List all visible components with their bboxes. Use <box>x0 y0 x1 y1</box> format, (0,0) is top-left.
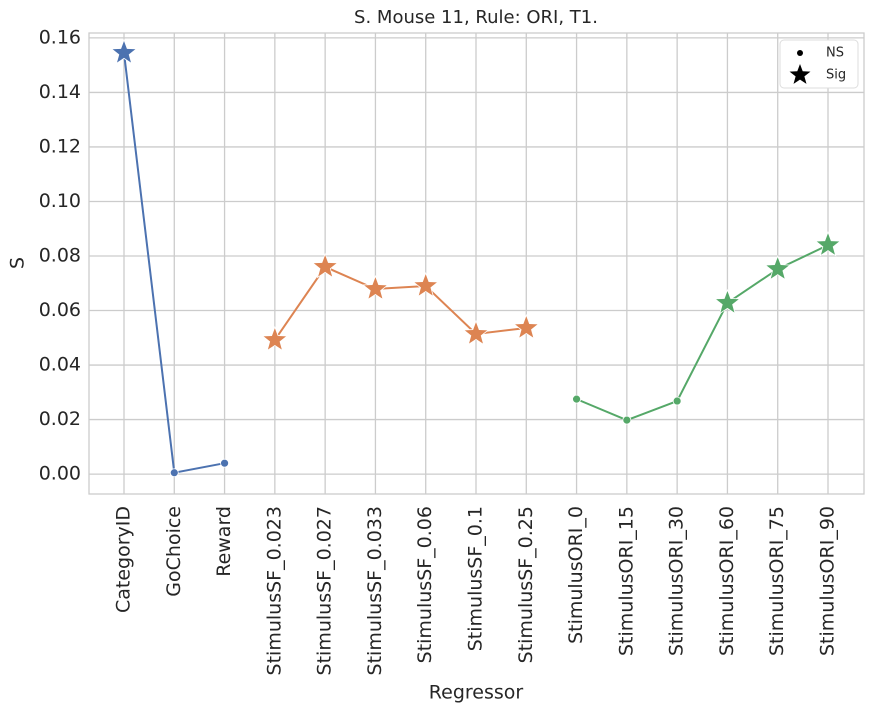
star-marker <box>412 271 440 298</box>
x-tick-label: StimulusSF_0.25 <box>515 506 537 663</box>
x-tick-label: StimulusSF_0.023 <box>263 506 285 675</box>
x-tick-label: StimulusSF_0.033 <box>364 506 386 675</box>
plot-border <box>88 32 865 495</box>
x-tick-label: StimulusORI_15 <box>615 506 637 656</box>
x-tick-label: StimulusORI_90 <box>817 506 839 656</box>
x-axis-label: Regressor <box>429 682 524 704</box>
y-tick-label: 0.10 <box>39 190 81 212</box>
star-marker <box>713 288 741 315</box>
x-tick-label: StimulusORI_30 <box>666 506 688 656</box>
x-tick-label: StimulusORI_75 <box>766 506 788 656</box>
legend-marker <box>797 50 803 56</box>
dot-marker <box>169 468 179 478</box>
dot-marker <box>572 394 581 404</box>
star-marker <box>462 319 490 346</box>
star-marker <box>512 313 540 340</box>
legend-box <box>779 39 859 89</box>
x-tick-label: StimulusORI_60 <box>716 506 738 656</box>
y-axis-label: S <box>7 257 29 269</box>
y-tick-label: 0.02 <box>39 408 81 430</box>
star-marker <box>311 252 339 279</box>
star-marker <box>261 325 289 352</box>
x-tick-label: StimulusSF_0.1 <box>465 506 487 651</box>
y-tick-label: 0.08 <box>39 245 81 267</box>
legend-marker <box>789 64 811 84</box>
chart-title: S. Mouse 11, Rule: ORI, T1. <box>354 7 598 28</box>
y-tick-label: 0.14 <box>39 81 81 103</box>
dot-marker <box>672 396 682 406</box>
y-tick-label: 0.04 <box>39 354 81 376</box>
legend-label: NS <box>826 46 844 61</box>
x-tick-label: StimulusSF_0.06 <box>414 506 436 663</box>
y-tick-label: 0.00 <box>39 463 81 485</box>
star-marker <box>764 254 792 281</box>
star-marker <box>361 274 389 301</box>
x-tick-label: GoChoice <box>163 506 185 597</box>
dot-marker <box>622 415 632 425</box>
star-marker <box>110 38 138 65</box>
x-tick-label: Reward <box>213 506 235 577</box>
y-tick-label: 0.16 <box>39 26 81 48</box>
x-tick-label: StimulusSF_0.027 <box>314 506 336 675</box>
star-marker <box>814 230 842 257</box>
y-tick-label: 0.06 <box>39 299 81 321</box>
y-tick-label: 0.12 <box>39 135 81 157</box>
x-tick-label: StimulusORI_0 <box>565 506 587 644</box>
x-tick-label: CategoryID <box>113 506 135 613</box>
legend-label: Sig <box>826 68 846 83</box>
dot-marker <box>220 458 229 468</box>
